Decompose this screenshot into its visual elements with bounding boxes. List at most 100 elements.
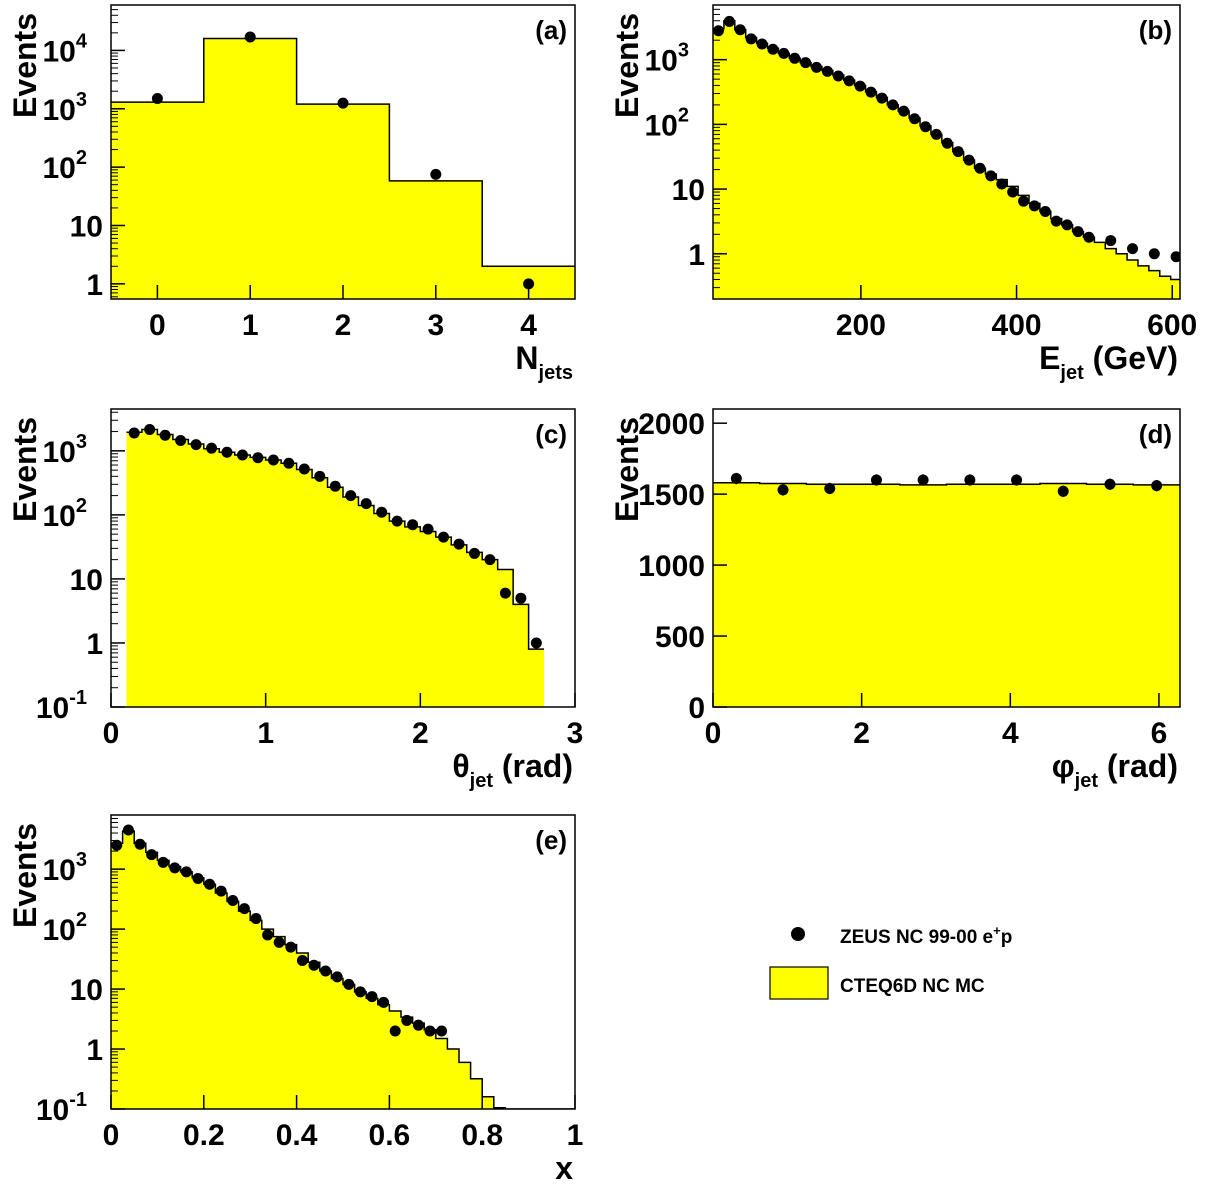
data-point — [974, 162, 986, 174]
data-point — [320, 965, 332, 977]
y-tick-label: 1 — [86, 1034, 103, 1067]
x-tick-label: 3 — [567, 717, 584, 750]
data-point — [169, 862, 181, 874]
panel-label: (b) — [1139, 15, 1172, 45]
y-tick-label: 1 — [688, 239, 705, 272]
y-tick-label: 2000 — [638, 408, 705, 441]
y-tick-label-base: 10 — [43, 436, 76, 469]
data-point — [422, 523, 434, 535]
data-point — [941, 137, 953, 149]
x-axis-title-sub: jet — [1059, 362, 1084, 384]
data-point — [865, 86, 877, 98]
data-point — [1061, 219, 1073, 231]
data-point — [262, 929, 274, 941]
x-tick-label: 3 — [427, 309, 444, 342]
y-tick-label: 103 — [645, 40, 690, 78]
x-tick-label: 1 — [567, 1119, 584, 1152]
y-axis-title: Events — [609, 13, 645, 118]
legend-data-label-main: ZEUS NC 99-00 e — [840, 927, 993, 948]
y-tick-label-base: 10 — [36, 1094, 69, 1127]
x-axis-title-main: φ — [1052, 748, 1075, 784]
data-point — [151, 92, 163, 104]
data-point — [730, 473, 742, 485]
panel-label: (c) — [535, 419, 567, 449]
y-tick-label: 500 — [655, 621, 705, 654]
legend: ZEUS NC 99-00 e+p CTEQ6D NC MC — [769, 923, 1012, 1000]
y-tick-label-base: 10 — [43, 500, 76, 533]
x-axis-title: x — [555, 1150, 573, 1186]
x-axis-title-tail: (rad) — [493, 748, 573, 784]
y-tick-label: 10-1 — [36, 687, 87, 725]
y-tick-label-exp: -1 — [69, 1089, 87, 1111]
data-point — [952, 146, 964, 158]
data-point — [1057, 485, 1069, 497]
data-point — [453, 538, 465, 550]
data-point — [1050, 215, 1062, 227]
y-tick-label: 103 — [43, 89, 88, 127]
data-point — [206, 442, 218, 454]
data-point — [412, 1019, 424, 1031]
y-tick-label: 103 — [43, 431, 88, 469]
data-point — [523, 278, 535, 290]
data-point — [1127, 243, 1139, 255]
data-point — [713, 25, 724, 37]
data-point — [1039, 206, 1051, 218]
y-tick-label: 103 — [43, 849, 88, 887]
mc-histogram-outline — [713, 482, 1180, 486]
x-axis-title-main: N — [515, 340, 538, 376]
data-point — [366, 991, 378, 1003]
data-point — [337, 97, 349, 109]
y-axis-title: Events — [7, 417, 43, 522]
data-point — [273, 936, 285, 948]
x-axis-title-sub: jets — [538, 362, 573, 384]
data-point — [917, 474, 929, 486]
x-tick-label: 0.8 — [461, 1119, 503, 1152]
y-axis-title: Events — [609, 417, 645, 522]
data-point — [227, 895, 239, 907]
y-tick-label-base: 10 — [645, 45, 678, 78]
y-tick-label-exp: 2 — [76, 909, 87, 931]
data-point — [192, 872, 204, 884]
y-tick-label: 102 — [43, 909, 88, 947]
x-tick-label: 6 — [1151, 717, 1168, 750]
panel-plot-a — [111, 31, 575, 299]
data-point — [876, 92, 888, 104]
data-point — [789, 52, 801, 64]
y-tick-label-exp: 3 — [76, 849, 87, 871]
panel-label: (d) — [1139, 419, 1172, 449]
data-point — [204, 878, 216, 890]
data-point — [308, 959, 320, 971]
data-point — [111, 839, 123, 851]
y-tick-label: 0 — [688, 692, 705, 725]
x-tick-label: 0.4 — [276, 1119, 318, 1152]
x-axis-title-sub: jet — [1074, 770, 1099, 792]
data-point — [215, 885, 227, 897]
data-point — [1151, 480, 1163, 492]
data-point — [360, 498, 372, 510]
data-point — [407, 519, 419, 531]
x-axis-title-main: θ — [452, 748, 469, 784]
data-point — [821, 65, 833, 77]
data-point — [734, 24, 746, 36]
data-point — [1148, 248, 1160, 260]
x-tick-label: 1 — [242, 309, 259, 342]
x-axis-title: Njets — [515, 340, 573, 384]
y-tick-label-exp: 3 — [76, 431, 87, 453]
x-tick-label: 200 — [836, 309, 886, 342]
x-tick-label: 600 — [1147, 309, 1197, 342]
x-tick-label: 4 — [1002, 717, 1019, 750]
y-tick-label-exp: 3 — [76, 89, 87, 111]
data-point — [963, 154, 975, 166]
mc-histogram-fill — [713, 482, 1180, 707]
data-point — [391, 515, 403, 527]
data-point — [930, 128, 942, 140]
y-tick-label: 1500 — [638, 479, 705, 512]
panel-frame — [110, 814, 576, 1110]
data-point — [144, 424, 156, 436]
data-point — [1170, 251, 1180, 263]
x-axis-title-main: E — [1039, 340, 1060, 376]
panel-d: 0 500 1000 1500 2000 0 2 4 6 (d) Events φjet (rad) — [609, 408, 1181, 792]
mc-histogram-fill — [713, 20, 1180, 299]
data-point — [128, 427, 140, 439]
